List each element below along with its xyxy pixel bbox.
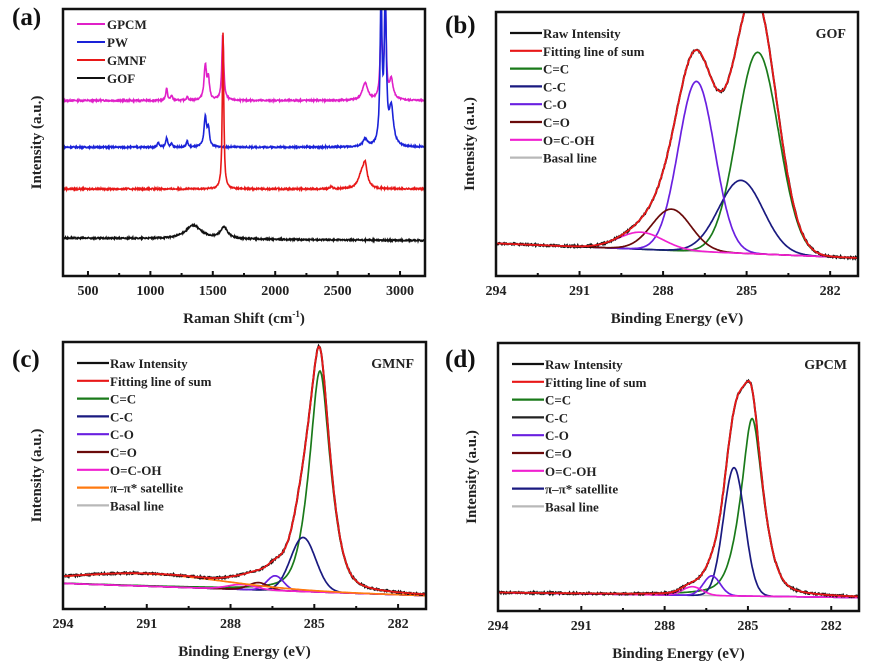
x-axis-label: Binding Energy (eV): [612, 646, 745, 662]
x-tick-label: 1000: [136, 284, 164, 299]
y-axis-label: Intensity (a.u.): [29, 96, 45, 190]
legend-label: C=C: [545, 393, 571, 408]
plot-area: [498, 378, 859, 600]
legend-label: C-C: [543, 79, 566, 94]
legend-label: C=C: [110, 392, 136, 407]
legend-label: C=O: [543, 115, 570, 130]
panel-label: (b): [445, 12, 476, 39]
plot-area: [496, 12, 858, 261]
plot-frame: [496, 341, 861, 613]
x-tick-label: 288: [654, 619, 675, 634]
sample-label: GPCM: [804, 358, 847, 373]
x-tick-label: 285: [736, 284, 757, 299]
sample-label: GOF: [816, 27, 846, 42]
y-axis-label: Intensity (a.u.): [462, 97, 478, 191]
panel-label: (a): [12, 4, 41, 31]
legend-label: PW: [107, 35, 128, 50]
x-tick-label: 3000: [386, 284, 414, 299]
x-tick-label: 291: [136, 617, 157, 632]
legend-label: C-O: [545, 428, 569, 443]
legend-label: C-O: [110, 427, 134, 442]
legend-label: C=O: [110, 445, 137, 460]
legend-label: Fitting line of sum: [545, 375, 647, 390]
x-tick-label: 1500: [199, 284, 227, 299]
plot-area: [63, 9, 425, 245]
legend-label: Basal line: [110, 498, 164, 513]
legend-label: Basal line: [543, 151, 597, 166]
x-tick-label: 2000: [261, 284, 289, 299]
legend-label: Raw Intensity: [543, 26, 621, 41]
panel-d: (d) Raw Intensity Fitting line of sum C=C C-…: [445, 341, 861, 662]
legend-label: Fitting line of sum: [543, 44, 645, 59]
series-line-pw: [63, 9, 425, 151]
x-tick-label: 282: [388, 617, 409, 632]
panel-b: (b) Raw Intensity Fitting line of sum C=C C-…: [445, 10, 860, 327]
panel-label: (c): [12, 346, 40, 373]
x-axis-label-text: Raman Shift (cm: [183, 311, 293, 327]
x-axis-label: Binding Energy (eV): [178, 644, 311, 660]
fitting-sum-line: [63, 345, 426, 596]
fitting-sum-line: [496, 12, 858, 259]
legend-label: Fitting line of sum: [110, 374, 212, 389]
x-axis-label: Raman Shift (cm-1): [183, 309, 305, 327]
x-tick-label: 285: [737, 619, 758, 634]
panel-c: (c) Raw Intensity Fitting line of sum C=C C-…: [12, 340, 428, 660]
legend-label: GMNF: [107, 53, 147, 68]
legend-label: GPCM: [107, 17, 147, 32]
plot-frame: [61, 340, 428, 611]
x-tick-label: 285: [304, 617, 325, 632]
x-tick-label: 288: [220, 617, 241, 632]
x-tick-label: 288: [653, 284, 674, 299]
legend-label: Raw Intensity: [545, 357, 623, 372]
x-tick-label: 282: [821, 619, 842, 634]
y-axis-label: Intensity (a.u.): [29, 429, 45, 523]
x-axis-label: Binding Energy (eV): [611, 311, 744, 327]
plot-frame: [494, 10, 860, 278]
sample-label: GMNF: [371, 357, 414, 372]
legend-label: C=O: [545, 446, 572, 461]
legend-label: O=C-OH: [543, 133, 594, 148]
legend-label: C-C: [110, 409, 133, 424]
legend-label: C=C: [543, 62, 569, 77]
panel-a: (a) GPCM PW GMNF GOF 500 1000 1500 2000 2500 3000 R…: [12, 4, 427, 327]
x-tick-label: 2500: [324, 284, 352, 299]
x-axis-label-sup: -1: [292, 309, 300, 319]
x-tick-label: 294: [488, 619, 509, 634]
plot-area: [63, 343, 426, 597]
x-tick-label: 291: [571, 619, 592, 634]
series-line-gof: [63, 222, 425, 245]
fitting-sum-line: [498, 380, 859, 598]
x-axis-label-close: ): [300, 311, 305, 327]
legend-label: Raw Intensity: [110, 356, 188, 371]
series-line-gmnf: [63, 32, 425, 193]
x-tick-label: 282: [820, 284, 841, 299]
legend-label: π–π* satellite: [110, 481, 183, 496]
legend-label: π–π* satellite: [545, 482, 618, 497]
legend-label: GOF: [107, 71, 135, 86]
legend-label: O=C-OH: [545, 464, 596, 479]
legend-label: C-O: [543, 97, 567, 112]
panel-label: (d): [445, 346, 476, 373]
legend-label: Basal line: [545, 499, 599, 514]
x-tick-label: 294: [486, 284, 507, 299]
y-axis-label: Intensity (a.u.): [464, 430, 480, 524]
x-tick-label: 291: [569, 284, 590, 299]
legend-label: C-C: [545, 410, 568, 425]
x-tick-label: 500: [77, 284, 98, 299]
x-tick-label: 294: [53, 617, 74, 632]
series-line-gpcm: [63, 9, 425, 105]
legend-label: O=C-OH: [110, 463, 161, 478]
